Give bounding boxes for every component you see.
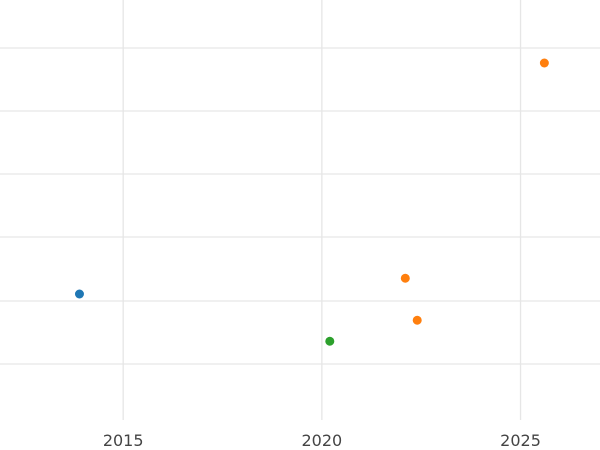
x-tick-label-2020: 2020 [301, 431, 342, 450]
x-tick-label-2025: 2025 [500, 431, 541, 450]
vertical-gridlines [122, 0, 522, 420]
data-points [74, 58, 549, 346]
data-point-series-2-0 [325, 336, 335, 346]
data-point-series-1-2 [412, 315, 422, 325]
x-axis-tick-labels: 2015 2020 2025 [103, 431, 541, 450]
data-point-series-1-1 [400, 273, 410, 283]
data-point-series-0-0 [74, 289, 84, 299]
horizontal-gridlines [0, 47, 600, 365]
data-point-series-1-0 [539, 58, 549, 68]
x-tick-label-2015: 2015 [103, 431, 144, 450]
